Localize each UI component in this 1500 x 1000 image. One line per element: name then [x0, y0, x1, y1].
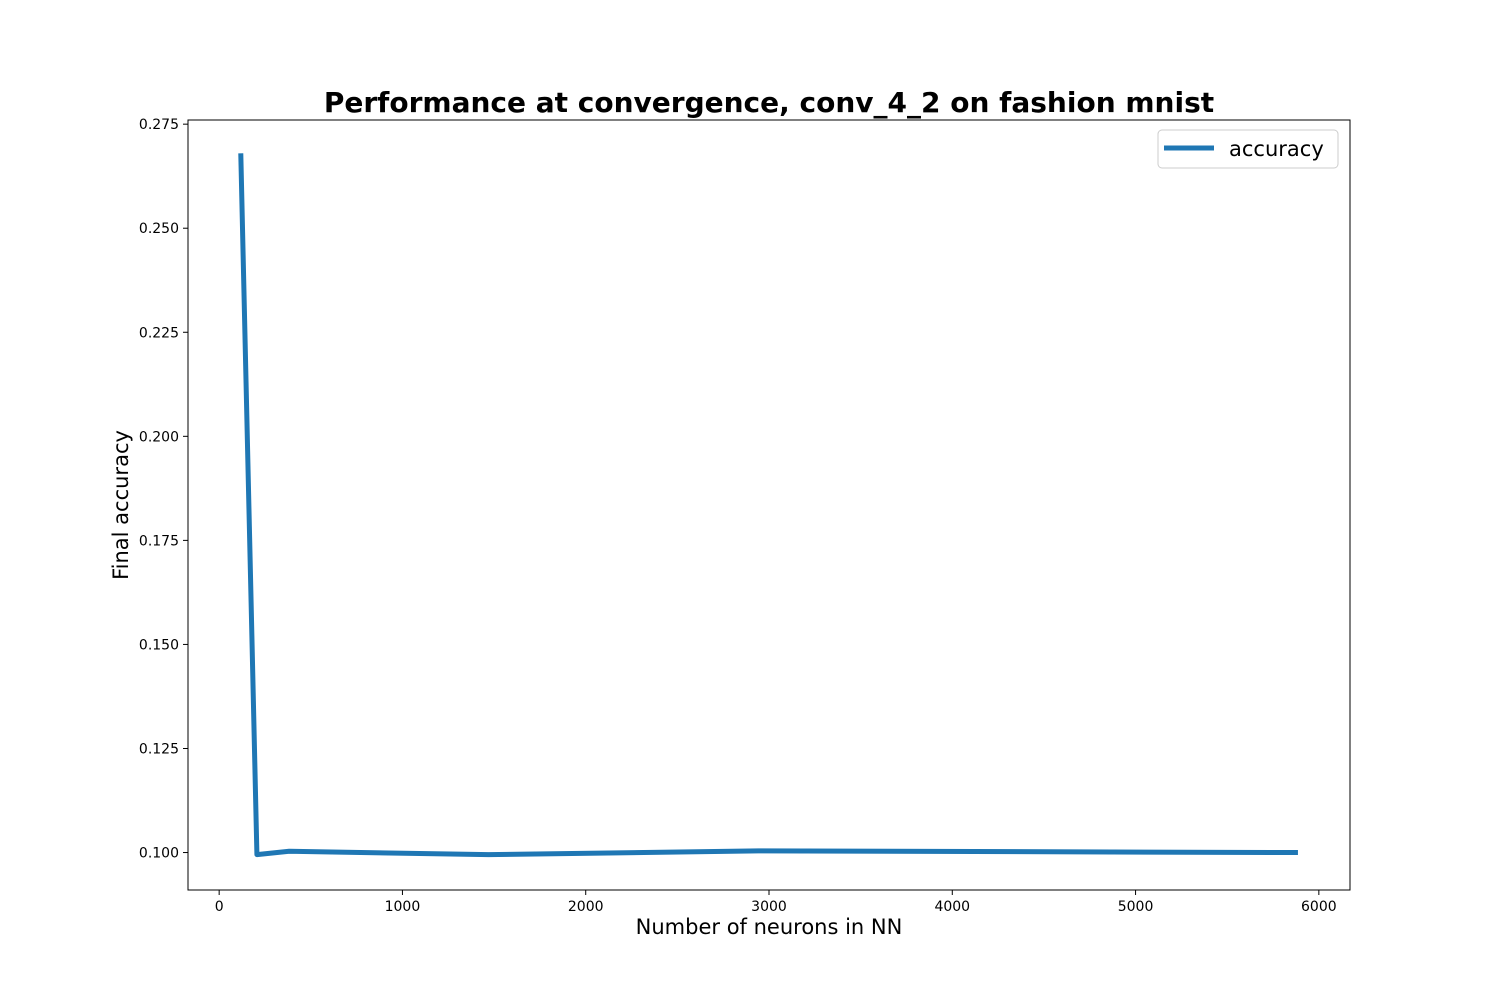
series-line-accuracy — [238, 153, 1298, 858]
chart-title: Performance at convergence, conv_4_2 on … — [324, 86, 1214, 119]
legend: accuracy — [1157, 129, 1339, 169]
legend-label-accuracy: accuracy — [1229, 137, 1324, 161]
y-tick-label: 0.150 — [139, 637, 179, 653]
y-tick-label: 0.250 — [139, 221, 179, 237]
x-tick-label: 4000 — [934, 899, 970, 915]
x-tick-label: 1000 — [385, 899, 421, 915]
series-layer — [238, 153, 1298, 858]
y-tick-label: 0.275 — [139, 117, 179, 133]
y-tick-label: 0.125 — [139, 741, 179, 757]
x-tick-label: 3000 — [751, 899, 787, 915]
y-tick-label: 0.100 — [139, 846, 179, 862]
y-tick-label: 0.200 — [139, 429, 179, 445]
x-axis-label: Number of neurons in NN — [636, 915, 903, 939]
legend-box — [1157, 129, 1339, 169]
y-axis-label: Final accuracy — [109, 430, 133, 580]
y-tick-label: 0.175 — [139, 533, 179, 549]
x-axis-ticks: 0 1000 2000 3000 4000 5000 6000 — [215, 890, 1337, 915]
plot-area: 0 1000 2000 3000 4000 5000 6000 0.100 0.125 0.15… — [139, 117, 1351, 915]
x-tick-label: 0 — [215, 899, 224, 915]
x-tick-label: 5000 — [1118, 899, 1154, 915]
y-axis-ticks: 0.100 0.125 0.150 0.175 0.200 0.225 0.250 0.275 — [139, 117, 188, 862]
y-tick-label: 0.225 — [139, 325, 179, 341]
x-tick-label: 6000 — [1301, 899, 1337, 915]
x-tick-label: 2000 — [568, 899, 604, 915]
